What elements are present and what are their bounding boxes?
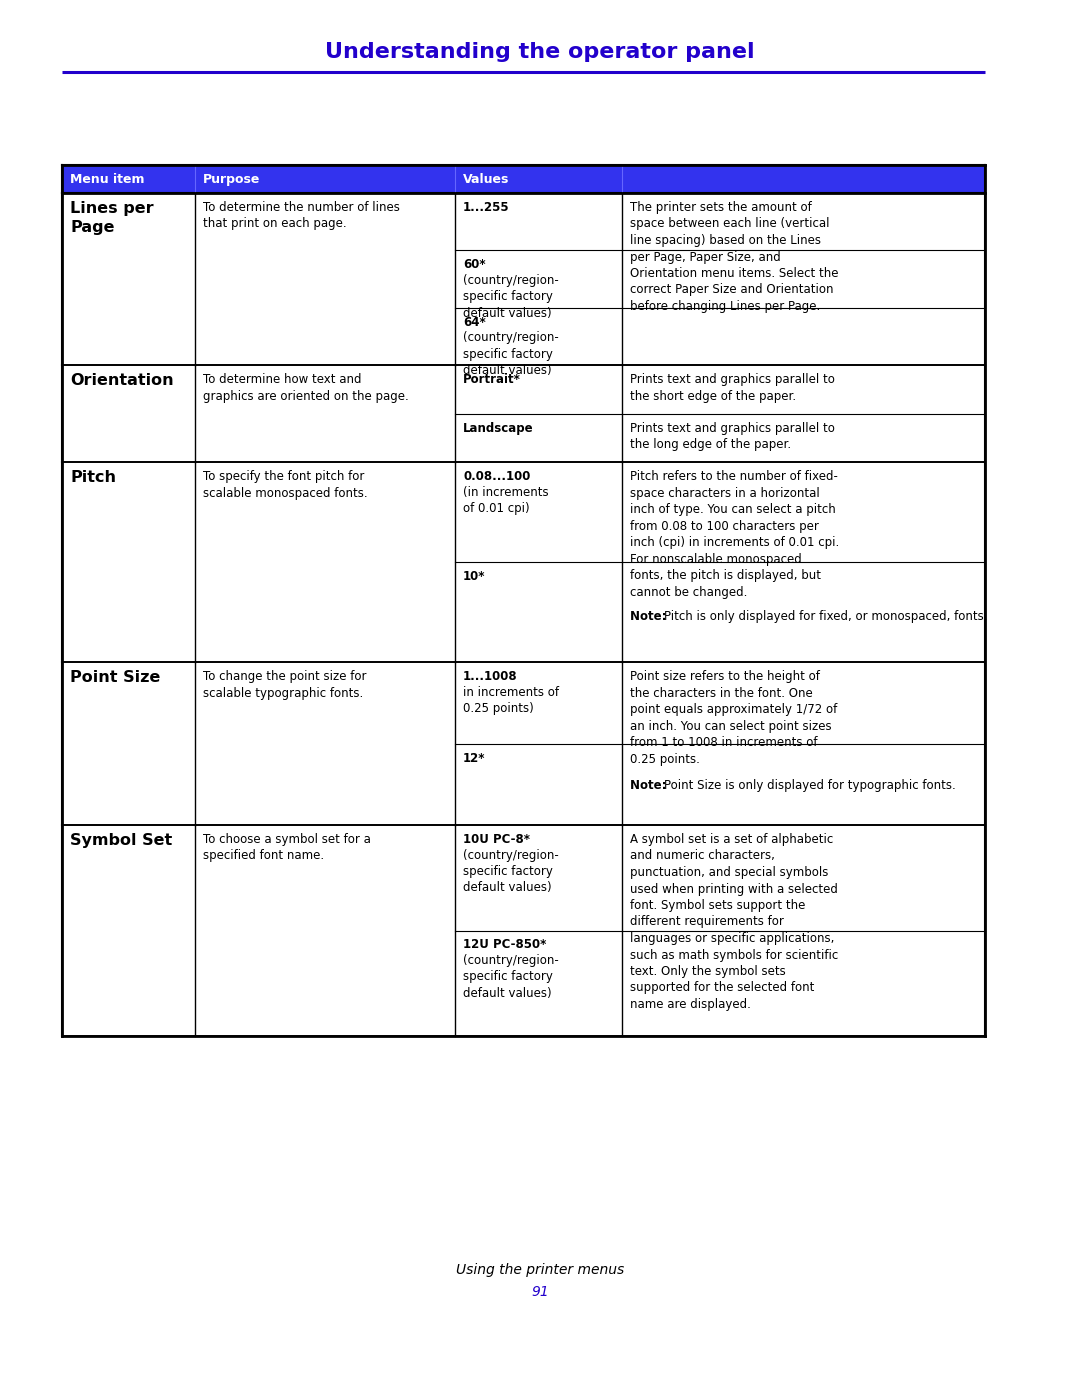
Text: Prints text and graphics parallel to
the long edge of the paper.: Prints text and graphics parallel to the… — [630, 422, 835, 451]
Text: Point Size: Point Size — [70, 671, 160, 685]
Text: 91: 91 — [531, 1285, 549, 1299]
Text: Prints text and graphics parallel to
the short edge of the paper.: Prints text and graphics parallel to the… — [630, 373, 835, 402]
Bar — [62, 365, 985, 462]
Text: (country/region-
specific factory
default values): (country/region- specific factory defaul… — [463, 331, 558, 377]
Text: To change the point size for
scalable typographic fonts.: To change the point size for scalable ty… — [203, 671, 366, 700]
Text: 12*: 12* — [463, 752, 486, 764]
Text: Pitch is only displayed for fixed, or monospaced, fonts.: Pitch is only displayed for fixed, or mo… — [664, 609, 988, 623]
Text: Menu item: Menu item — [70, 172, 145, 186]
Text: in increments of
0.25 points): in increments of 0.25 points) — [463, 686, 559, 715]
Text: Landscape: Landscape — [463, 422, 534, 434]
Text: 10U PC-8*: 10U PC-8* — [463, 833, 530, 847]
Bar — [62, 193, 985, 365]
Text: Note:: Note: — [630, 780, 671, 792]
Text: Portrait*: Portrait* — [463, 373, 521, 386]
Text: To determine the number of lines
that print on each page.: To determine the number of lines that pr… — [203, 201, 400, 231]
Text: Pitch: Pitch — [70, 469, 116, 485]
Text: (country/region-
specific factory
default values): (country/region- specific factory defaul… — [463, 274, 558, 320]
Text: Pitch refers to the number of fixed-
space characters in a horizontal
inch of ty: Pitch refers to the number of fixed- spa… — [630, 469, 839, 598]
Text: Point Size is only displayed for typographic fonts.: Point Size is only displayed for typogra… — [664, 780, 956, 792]
Text: 1...255: 1...255 — [463, 201, 510, 214]
Text: Values: Values — [463, 172, 510, 186]
Text: To choose a symbol set for a
specified font name.: To choose a symbol set for a specified f… — [203, 833, 370, 862]
Text: 60*: 60* — [463, 258, 486, 271]
Text: 12U PC-850*: 12U PC-850* — [463, 939, 546, 951]
Text: 1...1008: 1...1008 — [463, 671, 517, 683]
Text: Symbol Set: Symbol Set — [70, 833, 172, 848]
Text: 0.08...100: 0.08...100 — [463, 469, 530, 483]
Text: To specify the font pitch for
scalable monospaced fonts.: To specify the font pitch for scalable m… — [203, 469, 367, 500]
Bar — [62, 826, 985, 1037]
Bar — [62, 662, 985, 826]
Text: (country/region-
specific factory
default values): (country/region- specific factory defaul… — [463, 954, 558, 1000]
Text: 10*: 10* — [463, 570, 486, 583]
Text: A symbol set is a set of alphabetic
and numeric characters,
punctuation, and spe: A symbol set is a set of alphabetic and … — [630, 833, 838, 1011]
Text: 64*: 64* — [463, 316, 486, 328]
Text: Point size refers to the height of
the characters in the font. One
point equals : Point size refers to the height of the c… — [630, 671, 837, 766]
Text: Purpose: Purpose — [203, 172, 260, 186]
Text: Using the printer menus: Using the printer menus — [456, 1263, 624, 1277]
Bar — [62, 462, 985, 662]
Text: Note:: Note: — [630, 609, 671, 623]
Bar — [62, 165, 985, 193]
Text: Understanding the operator panel: Understanding the operator panel — [325, 42, 755, 61]
Text: (country/region-
specific factory
default values): (country/region- specific factory defaul… — [463, 848, 558, 894]
Text: The printer sets the amount of
space between each line (vertical
line spacing) b: The printer sets the amount of space bet… — [630, 201, 838, 313]
Text: (in increments
of 0.01 cpi): (in increments of 0.01 cpi) — [463, 486, 549, 515]
Text: To determine how text and
graphics are oriented on the page.: To determine how text and graphics are o… — [203, 373, 408, 402]
Text: Lines per
Page: Lines per Page — [70, 201, 153, 235]
Text: Orientation: Orientation — [70, 373, 174, 388]
